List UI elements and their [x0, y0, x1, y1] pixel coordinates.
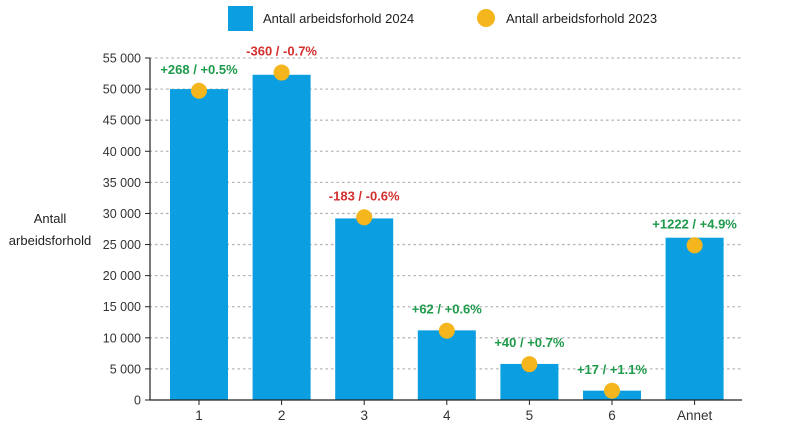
- y-tick-label: 5 000: [110, 362, 141, 376]
- delta-label: +40 / +0.7%: [494, 335, 565, 350]
- points-2023: [191, 64, 703, 399]
- legend: Antall arbeidsforhold 2024 Antall arbeid…: [228, 6, 657, 31]
- x-tick-label: 6: [608, 408, 616, 423]
- x-tick-label: 5: [526, 408, 534, 423]
- y-tick-label: 20 000: [103, 269, 141, 283]
- x-tick-label: 4: [443, 408, 451, 423]
- point-2023: [604, 382, 620, 399]
- y-axis-title-line-2: arbeidsforhold: [9, 233, 91, 248]
- x-axis-labels: 1 2 3 4 5 6 Annet: [195, 408, 712, 423]
- delta-label: -360 / -0.7%: [246, 44, 317, 59]
- y-tick-label: 55 000: [103, 52, 141, 66]
- x-tick-label: 2: [278, 408, 286, 423]
- bar: [335, 218, 394, 400]
- point-2023: [686, 237, 703, 254]
- axes: [149, 58, 742, 405]
- y-tick-label: 10 000: [103, 331, 141, 345]
- x-tick-label: 3: [360, 408, 368, 423]
- y-tick-label: 45 000: [103, 114, 141, 128]
- y-tick-label: 15 000: [103, 300, 141, 314]
- delta-label: +1222 / +4.9%: [652, 216, 737, 231]
- y-tick-label: 50 000: [103, 83, 141, 97]
- delta-label: -183 / -0.6%: [329, 188, 400, 203]
- bar: [170, 89, 228, 400]
- x-tick-label: Annet: [677, 408, 713, 423]
- y-tick-label: 25 000: [103, 238, 141, 252]
- x-tick-label: 1: [195, 408, 203, 423]
- bar: [252, 74, 311, 400]
- gridlines: [149, 57, 743, 370]
- legend-label-2023: Antall arbeidsforhold 2023: [506, 11, 657, 26]
- point-2023: [191, 82, 207, 99]
- delta-label: +17 / +1.1%: [577, 362, 648, 377]
- y-tick-label: 40 000: [103, 145, 141, 159]
- bar: [665, 237, 724, 400]
- legend-swatch-2024: [228, 6, 253, 31]
- y-tick-label: 0: [134, 394, 141, 408]
- bar: [417, 330, 476, 400]
- point-2023: [273, 64, 290, 81]
- point-2023: [438, 322, 455, 339]
- legend-swatch-2023: [477, 9, 495, 27]
- y-axis-title: Antall arbeidsforhold: [9, 211, 91, 248]
- point-2023: [356, 209, 373, 226]
- y-axis-title-line-1: Antall: [34, 211, 67, 226]
- delta-label: +268 / +0.5%: [160, 62, 238, 77]
- y-tick-label: 35 000: [103, 176, 141, 190]
- y-tick-label: 30 000: [103, 207, 141, 221]
- bars: [170, 74, 724, 400]
- delta-label: +62 / +0.6%: [412, 302, 483, 317]
- delta-labels: +268 / +0.5% -360 / -0.7% -183 / -0.6% +62 …: [160, 44, 737, 377]
- legend-label-2024: Antall arbeidsforhold 2024: [263, 11, 414, 26]
- y-axis-ticks: 0 5 000 10 000 15 000 20 000 25 000 30 000 35 0…: [103, 52, 150, 408]
- point-2023: [521, 356, 538, 373]
